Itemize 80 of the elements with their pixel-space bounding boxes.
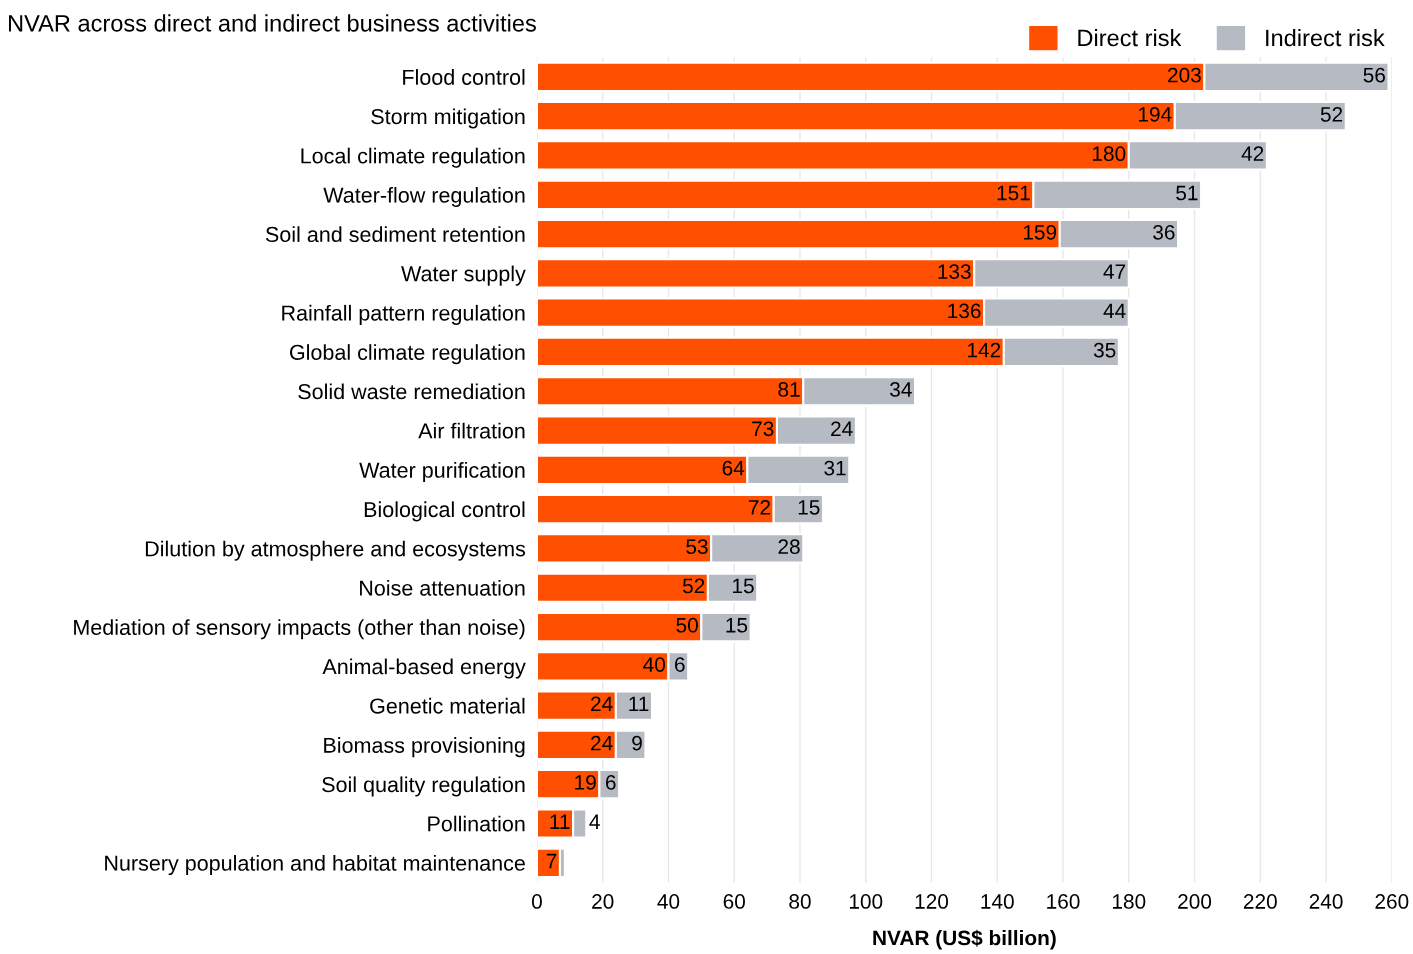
x-tick-label: 40 — [657, 894, 680, 909]
data-label: 4 — [589, 814, 600, 829]
text: NVAR across direct and indirect business activities — [9, 14, 536, 32]
data-label: 6 — [605, 775, 616, 790]
y-tick-label: Animal-based energy — [322, 658, 526, 679]
x-tick-label: 200 — [1178, 894, 1212, 909]
y-tick-label: Rainfall pattern regulation — [282, 304, 525, 325]
data-label: 24 — [591, 735, 613, 751]
data-label: 64 — [722, 460, 745, 476]
data-label: 56 — [1363, 67, 1385, 83]
data-label: 133 — [938, 264, 971, 279]
y-tick-label: Soil quality regulation — [322, 776, 525, 797]
x-tick-label: 60 — [723, 894, 745, 909]
data-label: 9 — [632, 735, 642, 751]
data-label: 19 — [575, 775, 596, 790]
x-tick-label: 180 — [1112, 894, 1146, 909]
data-label: 15 — [733, 578, 754, 594]
y-tick-label: Water supply — [401, 265, 526, 286]
x-tick-label: 0 — [531, 894, 542, 909]
data-label: 36 — [1153, 224, 1175, 240]
data-label: 47 — [1103, 264, 1126, 279]
data-label: 51 — [1176, 185, 1198, 201]
data-label: 44 — [1103, 303, 1126, 319]
y-tick-label: Global climate regulation — [290, 344, 525, 365]
x-tick-label: 20 — [592, 894, 614, 909]
data-label: 81 — [778, 382, 800, 397]
data-label: 28 — [778, 539, 800, 555]
data-label: 52 — [682, 578, 705, 594]
data-label: 11 — [629, 696, 649, 712]
y-tick-label: Solid waste remediation — [298, 383, 525, 400]
x-tick-label: 100 — [849, 894, 883, 909]
y-tick-label: Nursery population and habitat maintenance — [105, 855, 525, 876]
data-label: 53 — [686, 539, 708, 555]
data-label: 6 — [675, 657, 685, 672]
legend-label: Indirect risk — [1266, 28, 1385, 47]
y-tick-label: Storm mitigation — [371, 108, 525, 129]
x-tick-label: 260 — [1375, 894, 1409, 909]
data-label: 11 — [550, 814, 570, 829]
data-label: 194 — [1139, 107, 1172, 122]
data-label: 35 — [1093, 342, 1116, 358]
y-tick-label: Genetic material — [370, 697, 525, 714]
data-label: 151 — [997, 185, 1030, 201]
y-tick-label: Soil and sediment retention — [265, 226, 525, 243]
data-label: 24 — [591, 696, 613, 712]
x-tick-label: 220 — [1243, 894, 1277, 909]
x-tick-label: 140 — [981, 894, 1014, 909]
x-tick-label: 240 — [1309, 894, 1343, 909]
x-tick-label: 80 — [789, 894, 811, 909]
data-label: 34 — [890, 382, 912, 397]
data-label: 73 — [752, 421, 774, 437]
x-tick-label: 120 — [915, 894, 949, 909]
data-label: 180 — [1092, 146, 1126, 162]
y-tick-label: Water-flow regulation — [323, 186, 525, 208]
data-label: 40 — [643, 657, 666, 672]
data-label: 50 — [676, 617, 698, 633]
data-label: 31 — [824, 460, 846, 476]
x-axis-title: NVAR (US$ billion) — [873, 929, 1056, 950]
y-tick-label: Pollination — [428, 815, 525, 832]
data-label: 136 — [948, 303, 981, 319]
data-label: 52 — [1320, 107, 1343, 122]
data-label: 159 — [1023, 224, 1057, 240]
data-label: 24 — [831, 421, 853, 436]
y-tick-label: Flood control — [403, 69, 525, 85]
y-tick-label: Mediation of sensory impacts (other than noise) — [74, 619, 525, 640]
data-label: 72 — [748, 499, 770, 515]
data-label: 142 — [968, 342, 1001, 358]
legend-label: Direct risk — [1078, 28, 1182, 47]
data-label: 203 — [1168, 67, 1201, 83]
data-label: 15 — [798, 500, 820, 515]
data-label: 7 — [546, 853, 557, 869]
y-tick-label: Noise attenuation — [360, 579, 525, 596]
data-label: 42 — [1241, 146, 1264, 161]
y-tick-label: Biological control — [364, 501, 525, 522]
data-label: 15 — [726, 618, 748, 633]
x-tick-label: 160 — [1047, 894, 1080, 909]
y-tick-label: Local climate regulation — [301, 147, 525, 168]
y-tick-label: Biomass provisioning — [324, 737, 525, 758]
y-tick-label: Water purification — [359, 462, 525, 483]
y-tick-label: Dilution by atmosphere and ecosystems — [145, 540, 526, 561]
y-tick-label: Air filtration — [418, 422, 525, 439]
